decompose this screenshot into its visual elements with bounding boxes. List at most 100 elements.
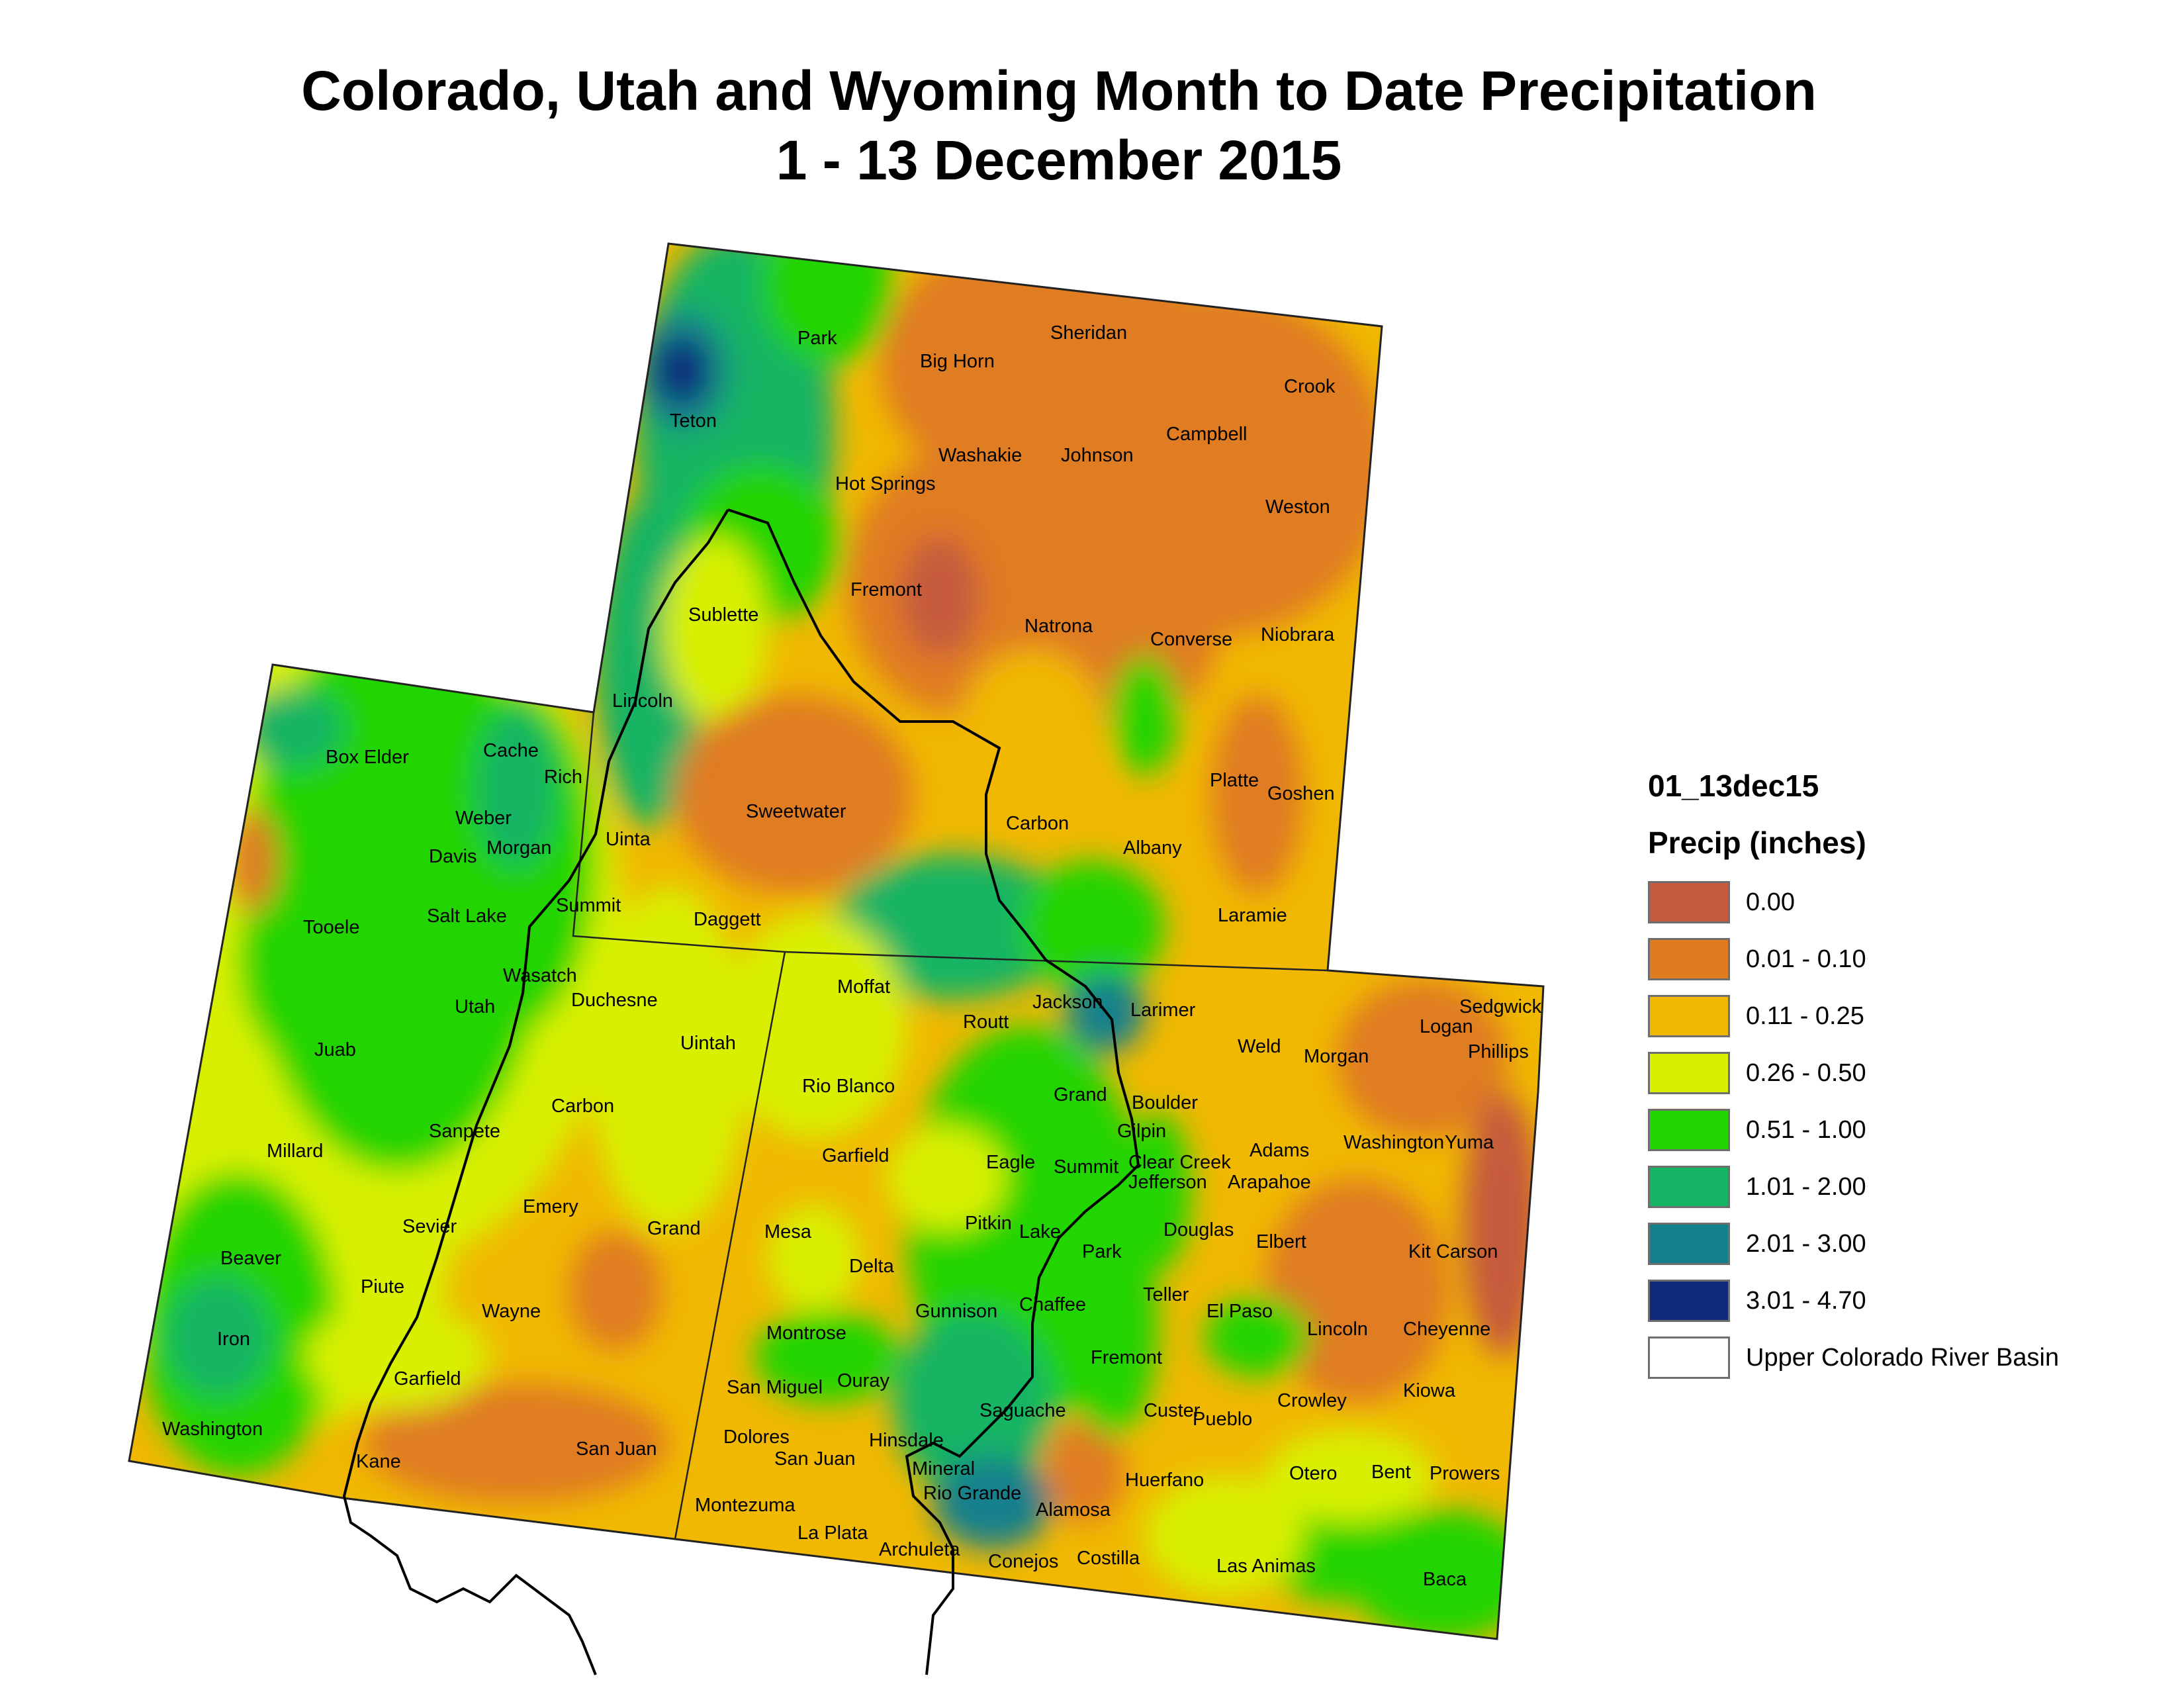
legend-item: 0.01 - 0.10 [1648, 931, 2059, 988]
county-label: Kiowa [1403, 1380, 1456, 1401]
county-label: Juab [314, 1039, 356, 1060]
county-label: Jefferson [1128, 1172, 1207, 1193]
county-label: Yuma [1445, 1132, 1494, 1153]
county-label: Clear Creek [1128, 1152, 1231, 1173]
map-title: Colorado, Utah and Wyoming Month to Date… [301, 60, 1817, 122]
state-outline [128, 242, 1545, 1640]
legend-item: 3.01 - 4.70 [1648, 1272, 2059, 1329]
county-label: Park [1082, 1241, 1122, 1262]
county-label: Summit [1054, 1156, 1118, 1178]
county-label: Lake [1019, 1221, 1061, 1243]
county-label: Elbert [1256, 1231, 1306, 1252]
county-label: Ouray [837, 1370, 889, 1391]
county-label: Uinta [606, 829, 651, 850]
county-label: Davis [429, 846, 477, 867]
legend-item: 0.26 - 0.50 [1648, 1045, 2059, 1102]
legend-swatch [1648, 1109, 1730, 1151]
county-label: Jackson [1032, 992, 1103, 1013]
county-label: Teton [670, 410, 717, 432]
ut-co-border [674, 951, 786, 1540]
legend-basin-label: Upper Colorado River Basin [1746, 1343, 2060, 1372]
legend-swatch [1648, 1223, 1730, 1265]
legend-swatch [1648, 1280, 1730, 1322]
county-label: Daggett [694, 909, 761, 930]
legend-item: 0.00 [1648, 874, 2059, 931]
county-label: Douglas [1163, 1219, 1234, 1241]
county-label: Delta [849, 1256, 895, 1277]
county-label: Routt [963, 1011, 1009, 1033]
county-label: Wasatch [503, 965, 577, 986]
legend-swatch [1648, 881, 1730, 923]
county-label: Weld [1238, 1036, 1281, 1057]
county-label: Cache [483, 740, 539, 761]
county-label: Hinsdale [869, 1430, 944, 1451]
county-label: San Juan [576, 1438, 657, 1460]
county-label: Moffat [837, 976, 890, 998]
legend-item: 1.01 - 2.00 [1648, 1158, 2059, 1215]
county-label: Rich [544, 767, 582, 788]
county-label: Mineral [912, 1458, 975, 1479]
legend-label: 0.11 - 0.25 [1746, 1002, 1864, 1030]
county-label: Saguache [979, 1400, 1066, 1421]
legend-swatch [1648, 1166, 1730, 1208]
county-label: Logan [1420, 1016, 1473, 1037]
legend-layer-name: 01_13dec15 [1648, 769, 1819, 803]
legend-swatch [1648, 1052, 1730, 1094]
county-label: Laramie [1218, 905, 1287, 926]
county-label: Grand [647, 1218, 701, 1239]
legend-swatch [1648, 995, 1730, 1037]
county-label: La Plata [797, 1523, 868, 1544]
county-label: Goshen [1267, 783, 1335, 804]
county-label: Hot Springs [835, 473, 936, 494]
county-label: Morgan [486, 837, 551, 859]
county-label: Fremont [1091, 1347, 1162, 1368]
county-label: Platte [1210, 770, 1259, 791]
legend-label: 0.01 - 0.10 [1746, 945, 1866, 973]
county-label: Sweetwater [746, 801, 846, 822]
county-label: San Miguel [727, 1377, 823, 1398]
basin-boundary-east [727, 508, 1140, 1675]
county-label: Millard [267, 1141, 323, 1162]
county-label: Uintah [680, 1033, 736, 1054]
county-label: Niobrara [1261, 624, 1335, 645]
county-label: Montezuma [695, 1495, 796, 1516]
county-label: Sheridan [1050, 322, 1127, 344]
county-label: Lincoln [612, 690, 673, 712]
county-label: Crowley [1277, 1390, 1347, 1411]
county-label: Las Animas [1216, 1556, 1316, 1577]
county-label: Emery [523, 1196, 578, 1217]
county-label: Archuleta [879, 1539, 960, 1560]
county-label: Carbon [551, 1096, 614, 1117]
county-label: Morgan [1304, 1046, 1369, 1067]
county-label: Pueblo [1193, 1409, 1252, 1430]
county-label: Piute [361, 1276, 404, 1297]
county-label: Rio Grande [923, 1483, 1021, 1504]
legend-label: 0.26 - 0.50 [1746, 1058, 1866, 1087]
county-label: Phillips [1468, 1041, 1529, 1062]
legend: 01_13dec15 Precip (inches) 0.00 0.01 - 0… [1648, 768, 2059, 1386]
county-label: Fremont [850, 579, 922, 600]
county-labels: Park Big Horn Sheridan Crook Teton Campb… [162, 322, 1542, 1590]
wy-ut-border [572, 712, 786, 953]
county-label: Rio Blanco [802, 1076, 895, 1097]
county-label: Sanpete [429, 1121, 500, 1142]
legend-item: 0.11 - 0.25 [1648, 988, 2059, 1045]
county-label: Cheyenne [1403, 1319, 1490, 1340]
legend-field-name: Precip (inches) [1648, 825, 1866, 860]
legend-label: 2.01 - 3.00 [1746, 1229, 1866, 1258]
precip-field [129, 244, 1543, 1639]
county-label: Sedgwick [1459, 996, 1542, 1017]
county-label: Chaffee [1019, 1294, 1086, 1315]
county-label: Grand [1054, 1084, 1107, 1105]
county-label: Kit Carson [1408, 1241, 1498, 1262]
basin-swatch [1648, 1336, 1730, 1379]
county-label: Natrona [1024, 616, 1093, 637]
wy-co-border [784, 951, 1328, 972]
county-label: Eagle [986, 1152, 1035, 1173]
county-label: Pitkin [965, 1213, 1012, 1234]
county-label: Utah [455, 996, 495, 1017]
county-label: El Paso [1206, 1301, 1273, 1322]
county-label: Garfield [822, 1145, 889, 1166]
county-label: Custer [1144, 1400, 1201, 1421]
county-label: Lincoln [1307, 1319, 1368, 1340]
